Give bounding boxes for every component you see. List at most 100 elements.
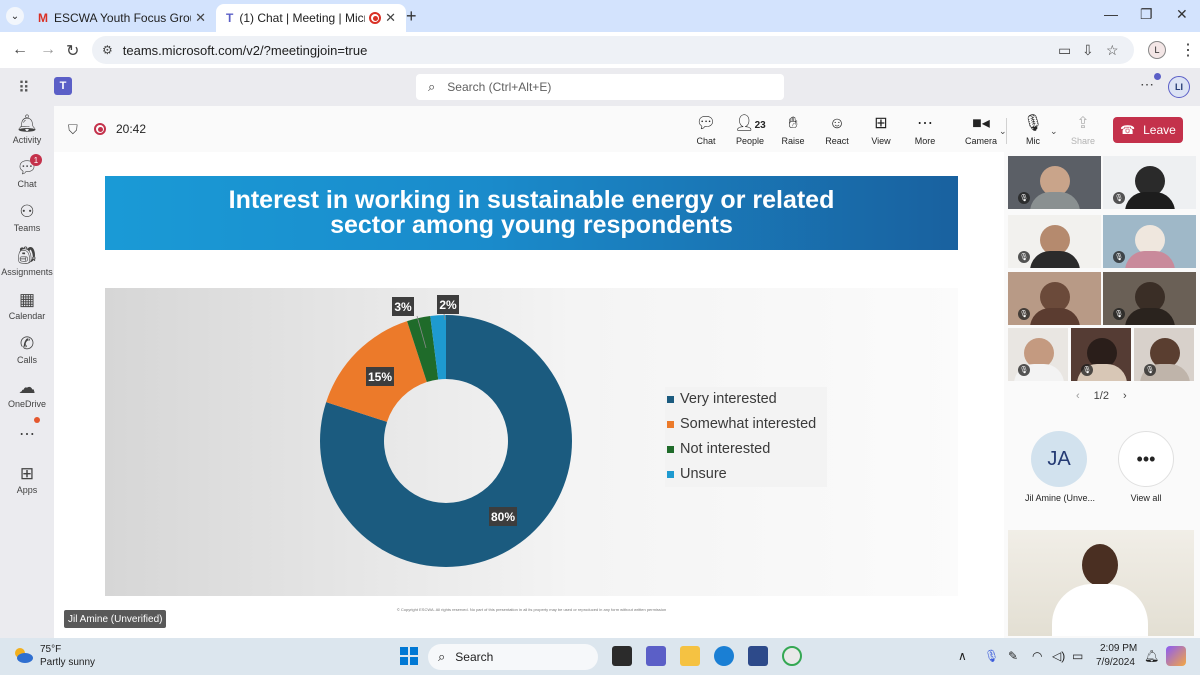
- notification-bell-icon[interactable]: 🔔︎: [1144, 649, 1160, 663]
- clock-time[interactable]: 2:09 PM: [1100, 643, 1138, 654]
- pen-icon[interactable]: ✎: [1008, 649, 1019, 663]
- new-tab-button[interactable]: +: [406, 6, 417, 26]
- participant-tile[interactable]: 🎙︎: [1008, 215, 1101, 268]
- participant-tile[interactable]: 🎙︎: [1103, 215, 1196, 268]
- participant-tile[interactable]: 🎙︎: [1103, 156, 1196, 209]
- bookmark-star-icon[interactable]: ☆: [1106, 42, 1119, 58]
- mic-button[interactable]: 🎙︎ Mic: [1008, 114, 1058, 146]
- shield-icon[interactable]: ⛉: [68, 122, 78, 137]
- url-text: teams.microsoft.com/v2/?meetingjoin=true: [122, 42, 368, 58]
- back-button[interactable]: ←: [12, 41, 28, 58]
- microphone-icon[interactable]: 🎙︎: [984, 649, 1000, 663]
- rail-item-calendar[interactable]: ▦ Calendar: [0, 290, 54, 321]
- forward-button[interactable]: →: [40, 41, 56, 58]
- more-button[interactable]: ⋯ More: [900, 114, 950, 146]
- browser-tab-teams[interactable]: T (1) Chat | Meeting | Microsc ✕: [216, 4, 406, 32]
- profile-avatar[interactable]: L: [1148, 41, 1166, 59]
- chrome-browser-icon[interactable]: [782, 646, 802, 666]
- site-info-icon[interactable]: ⚙: [102, 43, 113, 57]
- chevron-down-icon[interactable]: ⌄: [1050, 126, 1058, 136]
- speaker-icon[interactable]: ◁): [1052, 649, 1066, 663]
- rail-item-teams[interactable]: ⚇ Teams: [0, 202, 54, 233]
- teams-app-icon[interactable]: [646, 646, 666, 666]
- file-explorer-icon[interactable]: [680, 646, 700, 666]
- tab-search-button[interactable]: ⌄: [6, 7, 24, 25]
- donut-slice-unsure: [430, 315, 446, 380]
- grid-icon: ⊞: [874, 115, 888, 132]
- rail-more-icon[interactable]: ⋯: [19, 426, 35, 443]
- weather-description[interactable]: Partly sunny: [40, 657, 96, 668]
- teams-search-input[interactable]: ⌕ Search (Ctrl+Alt+E): [416, 74, 784, 100]
- svg-text:3%: 3%: [394, 300, 412, 314]
- rail-item-onedrive[interactable]: ☁︎ OneDrive: [0, 378, 54, 409]
- participant-body: [1030, 192, 1080, 209]
- app-launcher-icon[interactable]: ⠿: [18, 80, 30, 97]
- minimize-button[interactable]: —: [1104, 6, 1118, 22]
- rail-item-assignments[interactable]: 🎒︎ Assignments: [0, 246, 54, 277]
- wifi-icon[interactable]: ◠: [1032, 649, 1043, 663]
- browser-tab-gmail[interactable]: M ESCWA Youth Focus Group - In ✕: [28, 4, 216, 32]
- store-icon[interactable]: [748, 646, 768, 666]
- more-options-icon[interactable]: ⋯: [1140, 76, 1154, 92]
- camera-permission-icon[interactable]: ▭: [1058, 42, 1072, 58]
- bell-icon: 🔔︎: [16, 114, 38, 133]
- participant-body: [1125, 308, 1175, 325]
- browser-menu-icon[interactable]: ⋮: [1180, 42, 1196, 59]
- edge-browser-icon[interactable]: [714, 646, 734, 666]
- address-bar[interactable]: ⚙ teams.microsoft.com/v2/?meetingjoin=tr…: [92, 36, 1134, 64]
- participant-tile[interactable]: 🎙︎: [1008, 156, 1101, 209]
- rail-item-chat[interactable]: 💬︎ 1 Chat: [0, 154, 54, 189]
- people-button[interactable]: 👤︎23 People: [725, 114, 775, 146]
- meeting-timer: 20:42: [116, 122, 147, 136]
- taskbar-search[interactable]: ⌕ Search: [428, 644, 598, 670]
- mic-off-icon: 🎙︎: [1144, 364, 1156, 376]
- participant-tile[interactable]: 🎙︎: [1103, 272, 1196, 325]
- raise-hand-button[interactable]: ✋︎ Raise: [768, 114, 818, 146]
- camera-button[interactable]: ■◂ Camera: [956, 114, 1006, 146]
- reload-button[interactable]: ↻: [66, 43, 80, 60]
- button-label: People: [735, 136, 765, 146]
- restore-button[interactable]: ❐: [1140, 6, 1153, 22]
- chevron-up-icon[interactable]: ∧: [958, 649, 967, 663]
- chart-legend: Very interested Somewhat interested Not in…: [665, 387, 827, 487]
- weather-temperature[interactable]: 75°F: [40, 644, 62, 655]
- copilot-icon[interactable]: [1166, 646, 1186, 666]
- rail-label: OneDrive: [7, 399, 46, 409]
- participant-tile[interactable]: 🎙︎: [1008, 272, 1101, 325]
- data-label-not-interested: 3%: [392, 297, 414, 316]
- close-icon[interactable]: ✕: [385, 10, 396, 25]
- chevron-right-icon[interactable]: ›: [1122, 390, 1127, 402]
- task-view-icon[interactable]: [612, 646, 632, 666]
- meeting-view: ⛉ 20:42 💬︎ Chat 👤︎23 People ✋︎ Raise ☺ R…: [54, 106, 1200, 638]
- rail-item-apps[interactable]: ⊞ Apps: [0, 464, 54, 495]
- rail-item-activity[interactable]: 🔔︎ Activity: [0, 114, 54, 145]
- rail-item-calls[interactable]: ✆ Calls: [0, 334, 54, 365]
- view-button[interactable]: ⊞ View: [856, 114, 906, 146]
- leave-button[interactable]: ☎ Leave: [1113, 117, 1183, 143]
- install-app-icon[interactable]: ⇩: [1082, 42, 1094, 58]
- close-icon[interactable]: ✕: [195, 10, 206, 25]
- legend-swatch: [667, 445, 674, 453]
- battery-icon[interactable]: ▭: [1072, 649, 1084, 663]
- share-button[interactable]: ⇪ Share: [1058, 114, 1108, 146]
- mic-off-icon: 🎙︎: [1018, 192, 1030, 204]
- participant-avatar[interactable]: JA: [1031, 431, 1087, 487]
- react-button[interactable]: ☺ React: [812, 114, 862, 146]
- clock-date[interactable]: 7/9/2024: [1096, 657, 1135, 668]
- chevron-down-icon[interactable]: ⌄: [999, 126, 1007, 136]
- participant-tile[interactable]: 🎙︎: [1008, 328, 1068, 381]
- user-avatar[interactable]: LI: [1168, 76, 1190, 98]
- mic-off-icon: 🎙︎: [1022, 115, 1044, 132]
- legend-item: Very interested: [667, 391, 777, 407]
- view-all-button[interactable]: •••: [1118, 431, 1174, 487]
- gmail-icon: M: [38, 11, 48, 25]
- close-window-button[interactable]: ✕: [1176, 6, 1188, 22]
- teams-logo-icon: T: [54, 77, 72, 95]
- participant-tile[interactable]: 🎙︎: [1134, 328, 1194, 381]
- people-count: 23: [754, 120, 766, 131]
- chevron-left-icon[interactable]: ‹: [1076, 390, 1080, 402]
- presence-dot: [1154, 73, 1161, 80]
- participant-tile[interactable]: 🎙︎: [1071, 328, 1131, 381]
- windows-start-button[interactable]: [400, 647, 418, 665]
- chat-button[interactable]: 💬︎ Chat: [681, 114, 731, 146]
